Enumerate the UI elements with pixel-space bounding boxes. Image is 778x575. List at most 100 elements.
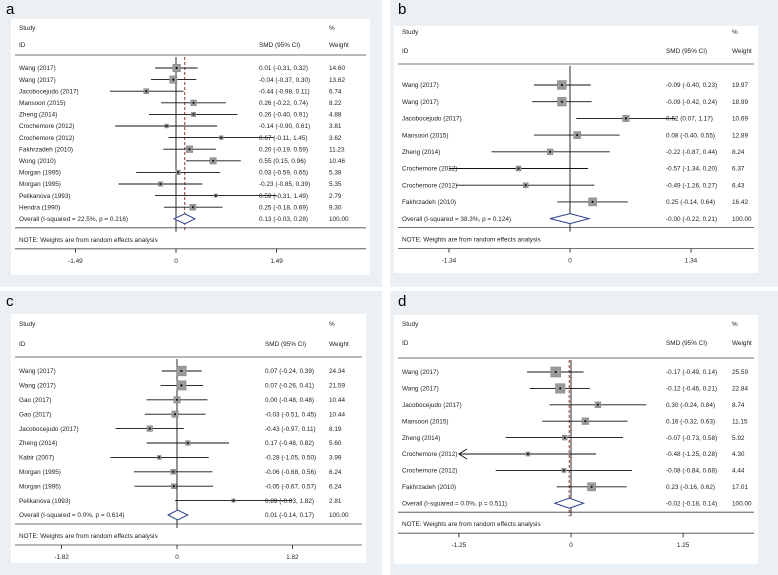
study-id-label: Gao (2017) bbox=[19, 397, 51, 404]
study-weight-label: 8.22 bbox=[329, 100, 342, 107]
axis-tick-label: 0 bbox=[175, 554, 179, 561]
study-point-estimate bbox=[590, 485, 593, 488]
study-point-estimate bbox=[591, 200, 594, 203]
study-weight-label: 16.42 bbox=[732, 199, 748, 206]
panel-c: c Study ID SMD (95% CI)% Weight Wang (2017) 0… bbox=[0, 291, 382, 575]
forest-plot-b: Study ID SMD (95% CI)% Weight Wang (2017) -0.… bbox=[398, 29, 754, 265]
study-id-label: Wang (2017) bbox=[19, 383, 56, 390]
study-point-estimate bbox=[220, 136, 223, 139]
study-weight-label: 25.59 bbox=[732, 369, 748, 376]
header-percent: % bbox=[329, 321, 335, 328]
study-weight-label: 19.97 bbox=[732, 82, 748, 89]
study-ci-label: 0.07 (-0.26, 0.41) bbox=[265, 383, 314, 390]
study-point-estimate bbox=[159, 182, 162, 186]
overall-ci-label: -0.00 (-0.22, 0.21) bbox=[666, 216, 717, 223]
overall-diamond bbox=[553, 497, 586, 509]
study-ci-label: 0.16 (-0.32, 0.63) bbox=[666, 418, 715, 425]
study-id-label: Fakhrzadeh (2010) bbox=[402, 484, 456, 491]
study-ci-label: -0.03 (-0.51, 0.45) bbox=[265, 411, 316, 418]
study-point-estimate bbox=[180, 384, 183, 387]
study-weight-label: 21.59 bbox=[329, 383, 345, 390]
study-ci-label: 0.20 (-0.19, 0.59) bbox=[259, 146, 308, 153]
study-weight-label: 5.92 bbox=[732, 435, 745, 442]
study-weight-label: 24.34 bbox=[329, 368, 345, 375]
study-point-estimate bbox=[175, 398, 179, 401]
forest-plot-d: Study ID SMD (95% CI)% Weight Wang (2017) -0.… bbox=[398, 321, 754, 549]
study-weight-label: 22.84 bbox=[732, 386, 748, 393]
axis-tick-label: -1.82 bbox=[54, 554, 69, 561]
study-weight-label: 13.62 bbox=[329, 77, 345, 84]
study-point-estimate bbox=[173, 413, 177, 416]
study-id-label: Zheng (2014) bbox=[19, 112, 57, 119]
study-weight-label: 3.81 bbox=[329, 123, 342, 130]
study-point-estimate bbox=[145, 90, 148, 93]
study-weight-label: 6.74 bbox=[329, 88, 342, 95]
study-point-estimate bbox=[172, 78, 175, 81]
study-ci-label: -0.06 (-0.68, 0.56) bbox=[265, 469, 316, 476]
study-ci-label: -0.12 (-0.46, 0.21) bbox=[666, 386, 717, 393]
overall-ci-label: -0.02 (-0.18, 0.14) bbox=[666, 500, 717, 507]
study-id-label: Wang (2017) bbox=[19, 65, 56, 72]
study-point-estimate bbox=[562, 469, 565, 472]
study-point-estimate bbox=[524, 184, 527, 187]
study-weight-label: 10.44 bbox=[329, 411, 345, 418]
study-weight-label: 18.99 bbox=[732, 99, 748, 106]
study-ci-label: 0.00 (-0.48, 0.48) bbox=[265, 397, 314, 404]
study-id-label: Mansoori (2015) bbox=[402, 418, 449, 425]
study-ci-label: 0.89 (-0.03, 1.82) bbox=[265, 498, 314, 505]
study-id-label: Wang (2017) bbox=[402, 99, 439, 106]
header-smd: SMD (95% CI) bbox=[666, 48, 707, 55]
study-point-estimate bbox=[192, 101, 195, 104]
study-ci-label: -0.23 (-0.85, 0.39) bbox=[259, 181, 310, 188]
study-point-estimate bbox=[175, 66, 178, 70]
header-percent: % bbox=[732, 321, 738, 328]
overall-diamond bbox=[550, 213, 591, 225]
study-id-label: Morgan (1995) bbox=[19, 483, 61, 490]
study-ci-label: 0.62 (0.07, 1.17) bbox=[666, 116, 713, 123]
study-point-estimate bbox=[526, 452, 530, 456]
panel-a-label: a bbox=[6, 1, 15, 18]
study-id-label: Wang (2017) bbox=[19, 368, 56, 375]
study-point-estimate bbox=[624, 117, 628, 120]
study-id-label: Pelikanova (1993) bbox=[19, 193, 71, 200]
study-id-label: Pelikanova (1993) bbox=[19, 498, 71, 505]
study-point-estimate bbox=[560, 100, 563, 103]
overall-ci-label: 0.13 (-0.03, 0.28) bbox=[259, 216, 308, 223]
overall-weight-label: 100.00 bbox=[329, 216, 349, 223]
panel-a: a Study ID SMD (95% CI)% Weight Wang (2017) 0… bbox=[0, 0, 382, 287]
panel-a-plot: Study ID SMD (95% CI)% Weight Wang (2017) 0.0… bbox=[11, 19, 370, 275]
study-ci-label: 0.01 (-0.31, 0.32) bbox=[259, 65, 308, 72]
study-ci-label: -0.49 (-1.26, 0.27) bbox=[666, 182, 717, 189]
study-weight-label: 14.60 bbox=[329, 65, 345, 72]
study-id-label: Mansoori (2015) bbox=[402, 132, 449, 139]
study-weight-label: 10.44 bbox=[329, 397, 345, 404]
footnote: NOTE: Weights are from random effects an… bbox=[402, 521, 541, 528]
study-ci-label: 0.30 (-0.24, 0.84) bbox=[666, 402, 715, 409]
study-weight-label: 4.30 bbox=[732, 451, 745, 458]
study-id-label: Jacobocejudo (2017) bbox=[19, 426, 79, 433]
study-weight-label: 5.60 bbox=[329, 440, 342, 447]
overall-weight-label: 100.00 bbox=[732, 500, 752, 507]
header-study: Study bbox=[19, 321, 36, 328]
study-weight-label: 3.62 bbox=[329, 135, 342, 142]
study-point-estimate bbox=[186, 441, 189, 445]
study-ci-label: -0.14 (-0.90, 0.61) bbox=[259, 123, 310, 130]
study-weight-label: 2.79 bbox=[329, 193, 342, 200]
study-point-estimate bbox=[584, 420, 587, 423]
panel-d: d Study ID SMD (95% CI)% Weight Wang (2017) -… bbox=[390, 291, 778, 575]
panel-b-label: b bbox=[398, 1, 407, 18]
study-ci-label: -0.09 (-0.40, 0.23) bbox=[666, 82, 717, 89]
study-point-estimate bbox=[549, 150, 552, 153]
axis-tick-label: -1.34 bbox=[442, 258, 457, 265]
study-point-estimate bbox=[188, 148, 191, 151]
study-id-label: Jacobocejudo (2017) bbox=[402, 402, 462, 409]
study-weight-label: 11.23 bbox=[329, 146, 345, 153]
panel-c-plot: Study ID SMD (95% CI)% Weight Wang (2017) 0.0… bbox=[11, 314, 366, 563]
study-weight-label: 6.43 bbox=[732, 182, 745, 189]
study-point-estimate bbox=[191, 206, 194, 209]
study-ci-label: 0.26 (-0.40, 0.91) bbox=[259, 112, 308, 119]
study-point-estimate bbox=[176, 171, 180, 174]
header-weight: Weight bbox=[329, 42, 349, 49]
study-ci-label: -0.04 (-0.37, 0.30) bbox=[259, 77, 310, 84]
header-weight: Weight bbox=[732, 48, 752, 55]
